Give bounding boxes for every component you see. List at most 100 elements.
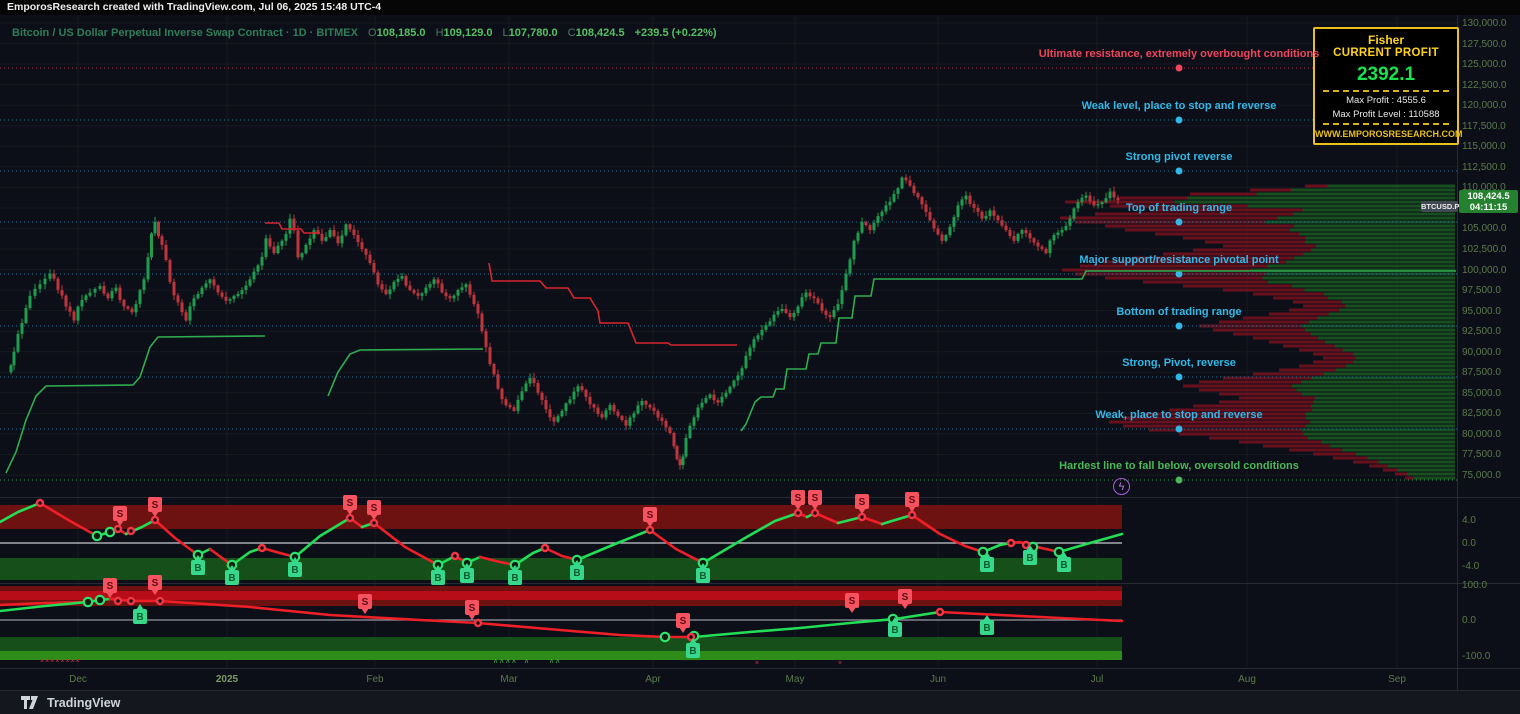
buy-tag: B	[191, 555, 205, 575]
trend-line	[5, 335, 266, 474]
svg-text:B: B	[689, 646, 696, 657]
trend-line	[740, 270, 1456, 432]
fisher-subtitle: CURRENT PROFIT	[1333, 47, 1439, 59]
tradingview-brand[interactable]: TradingView	[47, 695, 121, 710]
svg-text:B: B	[983, 623, 990, 634]
trend-line	[327, 348, 484, 397]
svg-text:S: S	[909, 495, 916, 506]
svg-text:B: B	[983, 560, 990, 571]
tradingview-logo-icon[interactable]	[21, 696, 41, 709]
buy-dot	[82, 596, 94, 608]
sell-tag: S	[367, 500, 381, 520]
watermark-attribution: EmporosResearch created with TradingView…	[0, 0, 1520, 15]
buy-tag: B	[696, 563, 710, 583]
high-value: 109,129.0	[443, 27, 493, 39]
level-dot	[1175, 373, 1183, 381]
buy-dot	[91, 530, 103, 542]
svg-text:B: B	[434, 573, 441, 584]
divider	[1323, 90, 1449, 92]
buy-dot	[977, 546, 989, 558]
svg-text:S: S	[849, 596, 856, 607]
svg-text:S: S	[347, 498, 354, 509]
svg-text:B: B	[291, 565, 298, 576]
symbol-legend[interactable]: Bitcoin / US Dollar Perpetual Inverse Sw…	[12, 27, 717, 39]
sell-tag: S	[845, 593, 859, 613]
level-lines	[0, 64, 1457, 484]
buy-tag: B	[288, 557, 302, 577]
website-link: WWW.EMPOROSRESEARCH.COM	[1315, 129, 1463, 139]
level-dot	[1175, 167, 1183, 175]
buy-dot	[94, 594, 106, 606]
sell-tag: S	[808, 490, 822, 510]
sell-tag: S	[148, 575, 162, 595]
sell-tag: S	[343, 495, 357, 515]
low-label: L	[502, 27, 509, 39]
footer-bar: TradingView	[0, 690, 1520, 714]
symbol-title: Bitcoin / US Dollar Perpetual Inverse Sw…	[12, 27, 358, 39]
sell-tag: S	[113, 506, 127, 526]
svg-text:S: S	[117, 509, 124, 520]
buy-dot	[659, 631, 671, 643]
svg-text:S: S	[152, 500, 159, 511]
buy-tag: B	[431, 565, 445, 585]
trend-line	[265, 222, 320, 234]
current-profit-value: 2392.1	[1356, 64, 1416, 85]
buy-tag: B	[460, 563, 474, 583]
sell-tag: S	[905, 492, 919, 512]
volume-profile	[1060, 184, 1455, 480]
buy-tag: B	[888, 617, 902, 637]
level-dot	[1175, 425, 1183, 433]
sell-tag: S	[855, 494, 869, 514]
buy-tag: B	[980, 615, 994, 635]
candles-layer	[9, 174, 1120, 470]
fisher-title: Fisher	[1367, 33, 1404, 47]
svg-text:S: S	[812, 493, 819, 504]
svg-text:B: B	[573, 568, 580, 579]
high-label: H	[435, 27, 444, 39]
svg-text:S: S	[647, 510, 654, 521]
max-profit: Max Profit : 4555.6	[1346, 95, 1426, 106]
sell-tag: S	[148, 497, 162, 517]
open-label: O	[368, 27, 377, 39]
close-label: C	[567, 27, 576, 39]
svg-text:S: S	[902, 592, 909, 603]
sell-tag: S	[643, 507, 657, 527]
buy-tag: B	[1023, 545, 1037, 565]
svg-text:B: B	[1060, 560, 1067, 571]
last-price: 108,424.5	[1467, 191, 1510, 202]
level-dot	[1175, 218, 1183, 226]
buy-tag: B	[225, 565, 239, 585]
svg-text:B: B	[891, 625, 898, 636]
sell-tag: S	[465, 600, 479, 620]
svg-text:B: B	[228, 573, 235, 584]
symbol-badge: BTCUSD.P	[1421, 201, 1460, 212]
svg-text:B: B	[194, 563, 201, 574]
buy-tag: B	[508, 565, 522, 585]
buy-tag: B	[1057, 552, 1071, 572]
svg-text:B: B	[511, 573, 518, 584]
buy-tag: B	[980, 552, 994, 572]
last-price-badge: 108,424.5 04:11:15	[1459, 190, 1518, 213]
fisher-profit-panel: Fisher CURRENT PROFIT 2392.1 Max Profit …	[1313, 27, 1463, 145]
sell-tag: S	[791, 490, 805, 510]
bar-countdown: 04:11:15	[1469, 202, 1508, 213]
change-value: +239.5 (+0.22%)	[634, 27, 717, 39]
divider	[1323, 123, 1449, 125]
svg-text:S: S	[371, 503, 378, 514]
lightning-icon[interactable]: ϟ	[1113, 478, 1130, 495]
trend-line	[488, 262, 737, 346]
level-dot	[1175, 476, 1183, 484]
level-dot	[1175, 116, 1183, 124]
svg-text:S: S	[795, 493, 802, 504]
svg-text:S: S	[859, 497, 866, 508]
level-dot	[1175, 322, 1183, 330]
svg-text:B: B	[463, 571, 470, 582]
buy-tag: B	[686, 638, 700, 658]
level-dot	[1175, 270, 1183, 278]
trend-stop-lines	[5, 222, 1456, 474]
buy-dot	[1053, 546, 1065, 558]
sell-tag: S	[676, 613, 690, 633]
svg-text:S: S	[680, 616, 687, 627]
